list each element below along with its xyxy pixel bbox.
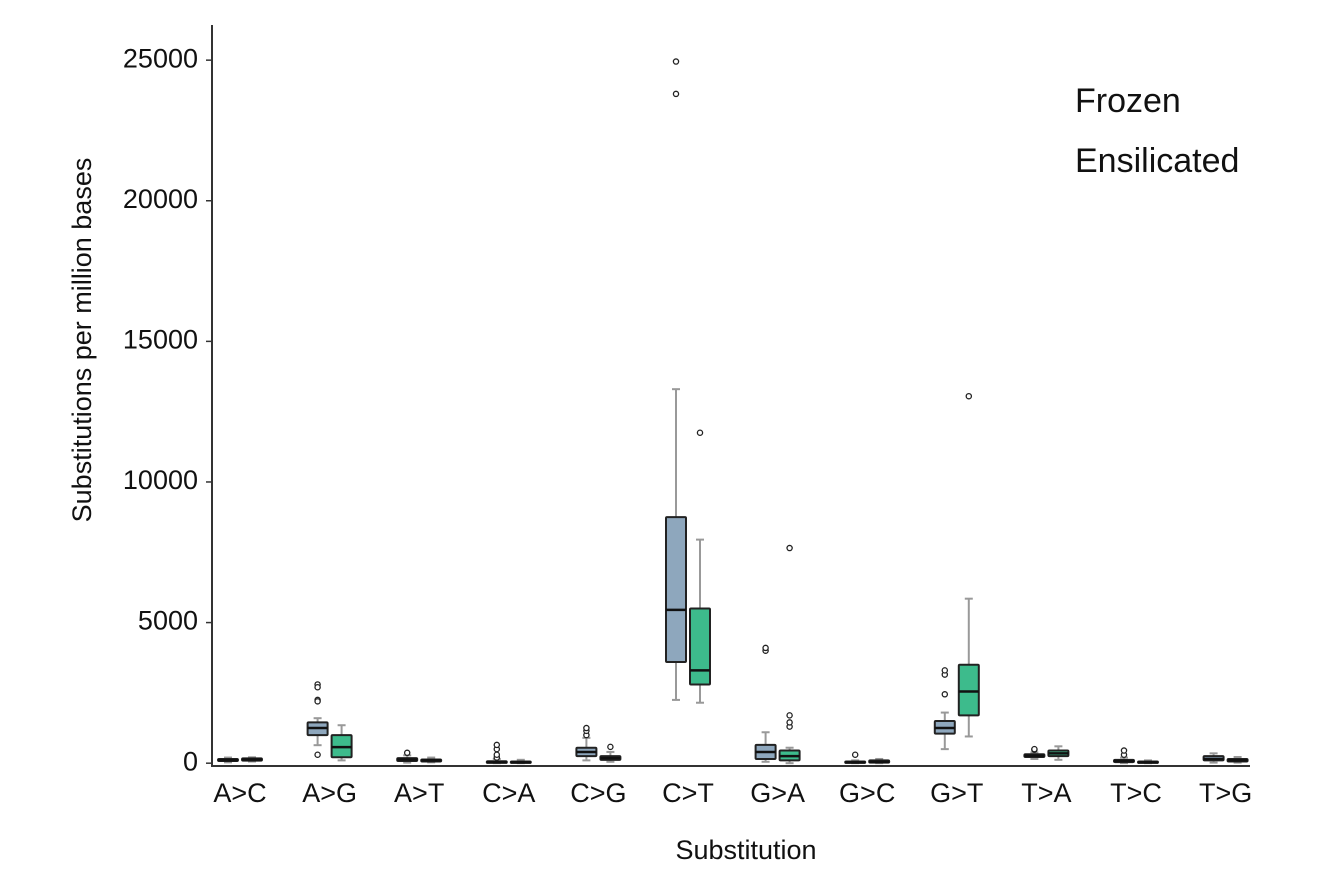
- box: [957, 663, 980, 717]
- outlier: [493, 741, 501, 749]
- y-tick-label: 5000: [138, 606, 198, 636]
- outlier: [965, 392, 973, 400]
- x-tick-label: A>T: [394, 778, 444, 808]
- x-tick-label: T>G: [1199, 778, 1252, 808]
- outlier: [607, 743, 614, 751]
- outlier: [1120, 747, 1128, 754]
- outlier: [314, 751, 321, 759]
- x-tick-label: C>A: [482, 778, 535, 808]
- y-tick-label: 20000: [123, 184, 198, 214]
- x-tick-label: T>C: [1110, 778, 1162, 808]
- outlier: [696, 429, 704, 437]
- y-tick-label: 15000: [123, 324, 198, 354]
- outlier: [672, 58, 680, 65]
- outlier: [851, 751, 859, 759]
- outlier: [314, 698, 321, 705]
- x-tick-label: T>A: [1021, 778, 1071, 808]
- y-tick-label: 0: [183, 746, 198, 776]
- outlier: [1031, 745, 1038, 753]
- legend-label: Frozen: [1075, 82, 1181, 120]
- box: [689, 607, 711, 686]
- y-axis-label: Substitutions per million bases: [67, 158, 97, 523]
- y-tick-label: 25000: [123, 43, 198, 73]
- x-tick-label: C>T: [662, 778, 714, 808]
- x-tick-label: A>C: [213, 778, 266, 808]
- x-tick-label: C>G: [570, 778, 626, 808]
- outlier: [493, 751, 501, 759]
- x-tick-label: G>C: [839, 778, 895, 808]
- legend-label: Ensilicated: [1075, 142, 1239, 180]
- outlier: [583, 724, 590, 732]
- x-tick-label: G>A: [750, 778, 805, 808]
- x-axis-label: Substitution: [675, 835, 816, 865]
- box: [665, 516, 687, 663]
- outlier: [314, 684, 321, 691]
- outlier: [672, 90, 680, 98]
- outlier: [941, 667, 949, 674]
- outlier: [403, 749, 411, 757]
- outlier: [941, 691, 949, 698]
- outlier: [762, 644, 769, 652]
- x-tick-label: G>T: [930, 778, 983, 808]
- outlier: [786, 712, 793, 719]
- x-tick-label: A>G: [302, 778, 357, 808]
- outlier: [786, 544, 793, 552]
- y-tick-label: 10000: [123, 465, 198, 495]
- outlier: [786, 719, 793, 726]
